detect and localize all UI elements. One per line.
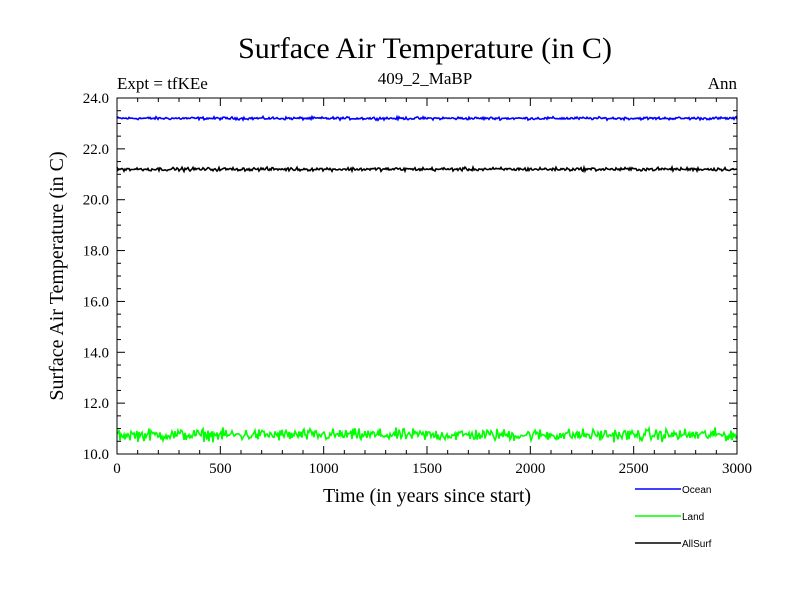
x-tick-label: 500 <box>209 461 232 477</box>
x-tick-label: 1000 <box>309 461 339 477</box>
x-tick-label: 2000 <box>515 461 545 477</box>
chart-subtitle-right: Ann <box>708 74 738 93</box>
series-line-allsurf <box>116 164 737 174</box>
legend-label-land: Land <box>682 512 704 523</box>
y-tick-label: 20.0 <box>83 193 109 209</box>
y-tick-label: 18.0 <box>83 244 109 260</box>
x-tick-label: 1500 <box>412 461 442 477</box>
chart-subtitle-center: 409_2_MaBP <box>378 69 472 88</box>
plot-frame <box>116 97 738 455</box>
y-axis-label: Surface Air Temperature (in C) <box>46 151 68 400</box>
x-tick-label: 0 <box>113 461 121 477</box>
legend-label-allsurf: AllSurf <box>682 539 712 550</box>
x-tick-label: 3000 <box>722 461 752 477</box>
chart-subtitle-left: Expt = tfKEe <box>117 74 208 93</box>
y-axis: 10.0 12.0 14.0 16.0 18.0 20.0 22.0 24.0 <box>83 91 737 463</box>
y-tick-label: 14.0 <box>83 345 109 361</box>
series-layer <box>116 114 738 444</box>
x-axis-label: Time (in years since start) <box>323 485 531 507</box>
legend: Ocean Land AllSurf <box>635 485 712 550</box>
y-tick-label: 24.0 <box>83 91 109 107</box>
series-line-ocean <box>116 114 738 122</box>
y-tick-label: 22.0 <box>83 142 109 158</box>
y-tick-label: 16.0 <box>83 294 109 310</box>
y-tick-label: 10.0 <box>83 447 109 463</box>
series-line-land <box>116 425 738 444</box>
legend-label-ocean: Ocean <box>682 485 711 496</box>
chart-title: Surface Air Temperature (in C) <box>238 32 612 65</box>
x-tick-label: 2500 <box>619 461 649 477</box>
y-tick-label: 12.0 <box>83 396 109 412</box>
x-axis: 0 500 1000 1500 2000 2500 3000 <box>113 98 752 477</box>
